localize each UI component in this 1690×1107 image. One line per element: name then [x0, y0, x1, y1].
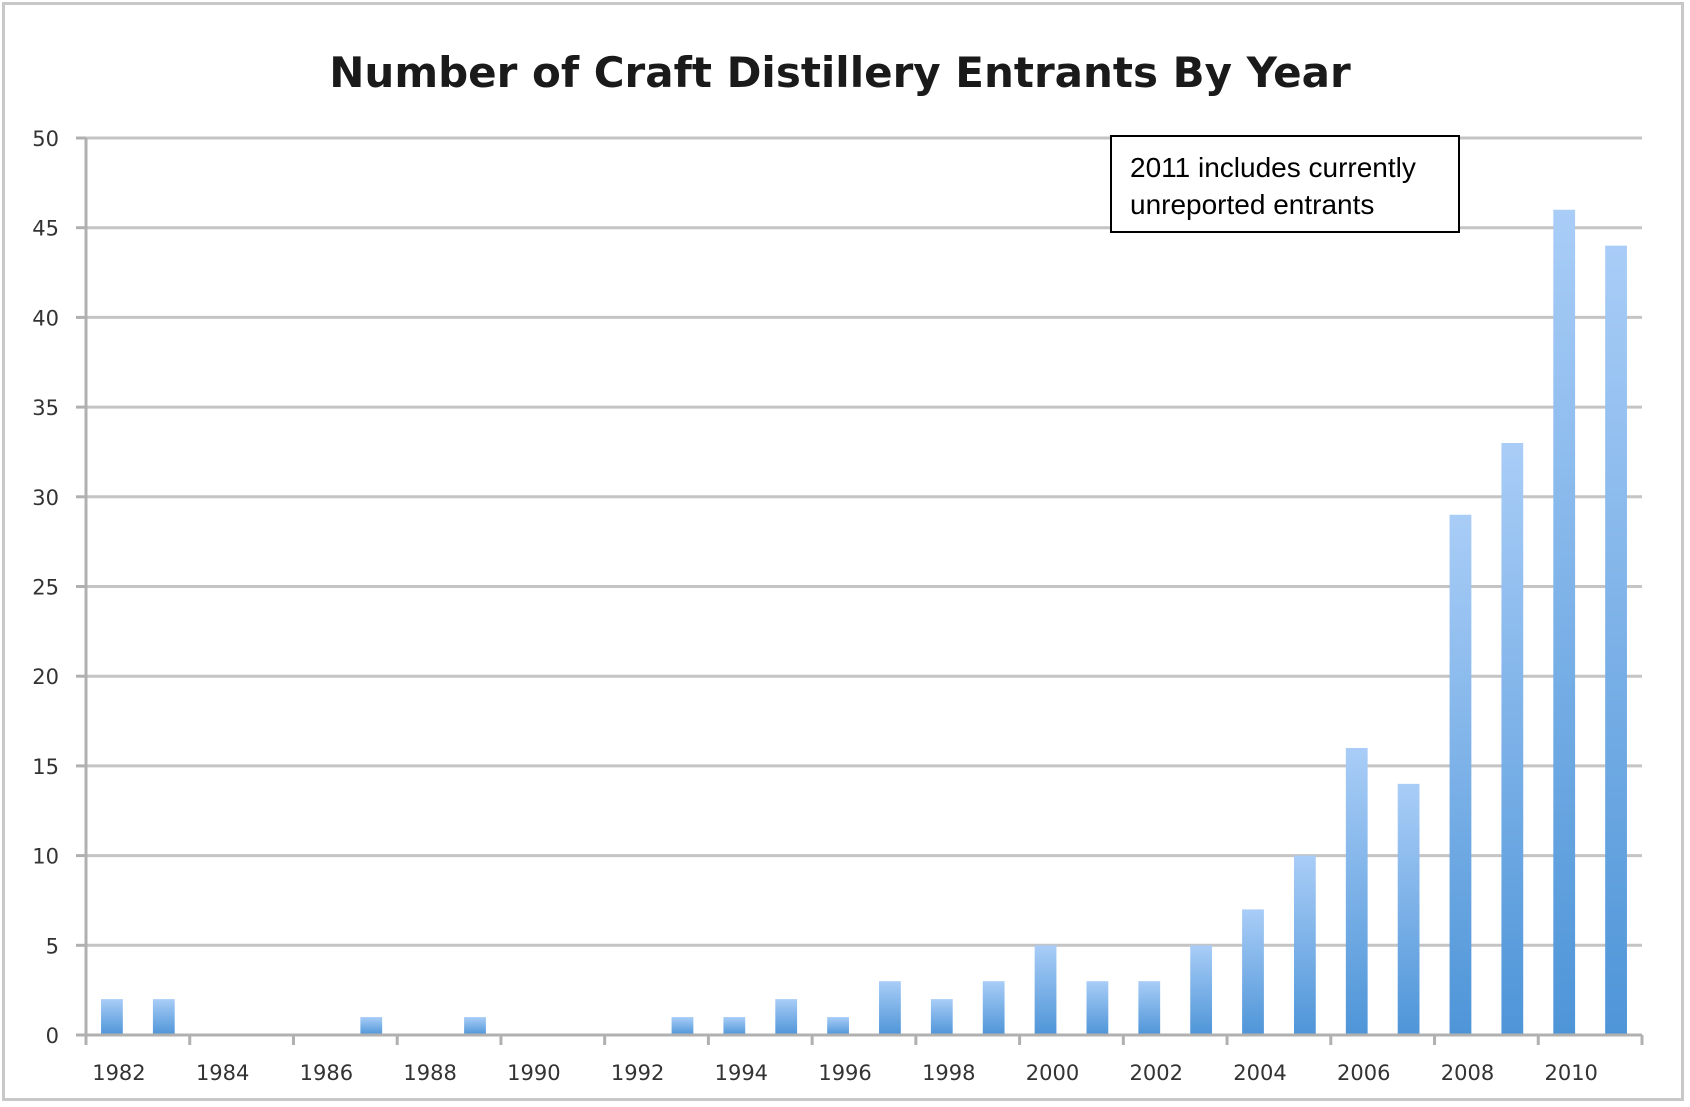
x-tick-label: 2008 [1441, 1061, 1494, 1085]
bar-1994 [723, 1017, 746, 1035]
bar-2005 [1293, 855, 1316, 1035]
x-tick-label: 2006 [1337, 1061, 1390, 1085]
y-tick-label: 20 [32, 665, 59, 689]
bar-1993 [671, 1017, 694, 1035]
bar-2009 [1501, 442, 1524, 1036]
bar-2008 [1449, 514, 1472, 1035]
bar-1982 [101, 999, 123, 1035]
bar-2000 [1034, 945, 1057, 1035]
bar-1983 [152, 999, 175, 1035]
bar-2001 [1086, 981, 1109, 1035]
annotation-line-2: unreported entrants [1130, 189, 1374, 220]
y-tick-label: 50 [32, 127, 59, 151]
bar-layer [101, 209, 1627, 1036]
y-tick-label: 10 [32, 845, 59, 869]
bar-1998 [930, 999, 953, 1035]
bar-2006 [1345, 747, 1368, 1035]
x-tick-label: 2002 [1130, 1061, 1183, 1085]
y-tick-label: 40 [32, 306, 59, 330]
x-tick-label: 2004 [1233, 1061, 1286, 1085]
bar-1987 [360, 1017, 383, 1035]
chart-svg: Number of Craft Distillery Entrants By Y… [32, 48, 1644, 1085]
bar-1995 [775, 999, 798, 1035]
bar-2003 [1190, 945, 1213, 1035]
annotation-line-1: 2011 includes currently [1130, 152, 1416, 183]
bar-2007 [1397, 783, 1420, 1035]
x-tick-label: 2010 [1544, 1061, 1597, 1085]
annotation-border [1110, 135, 1460, 233]
y-tick-label: 35 [32, 396, 59, 420]
bar-1989 [464, 1017, 486, 1035]
x-tick-label: 1988 [403, 1061, 456, 1085]
x-tick-label: 1994 [715, 1061, 768, 1085]
y-tick-label: 0 [46, 1024, 59, 1048]
y-tick-label: 25 [32, 576, 59, 600]
y-tick-label: 15 [32, 755, 59, 779]
x-tick-label: 1992 [611, 1061, 664, 1085]
x-tick-label: 2000 [1026, 1061, 1079, 1085]
y-tick-label: 30 [32, 486, 59, 510]
bar-1996 [827, 1017, 849, 1035]
y-tick-label: 5 [46, 934, 59, 958]
x-tick-label: 1982 [92, 1061, 145, 1085]
bar-2011 [1605, 245, 1627, 1035]
bar-2002 [1138, 981, 1161, 1035]
annotation-box: 2011 includes currently unreported entra… [1110, 135, 1460, 233]
x-tick-label: 1990 [507, 1061, 560, 1085]
x-tick-label: 1984 [196, 1061, 249, 1085]
axis-layer: 0 5 10 15 20 25 30 35 40 45 50 1982 1984 1986 1988 1990… [32, 127, 1644, 1085]
bar-2004 [1242, 909, 1264, 1035]
y-tick-label: 45 [32, 217, 59, 241]
x-tick-label: 1986 [300, 1061, 353, 1085]
bar-1999 [982, 981, 1005, 1035]
bar-2010 [1553, 209, 1576, 1035]
bar-1997 [879, 981, 901, 1035]
chart-title: Number of Craft Distillery Entrants By Y… [329, 48, 1351, 97]
x-tick-label: 1998 [922, 1061, 975, 1085]
x-tick-label: 1996 [818, 1061, 871, 1085]
